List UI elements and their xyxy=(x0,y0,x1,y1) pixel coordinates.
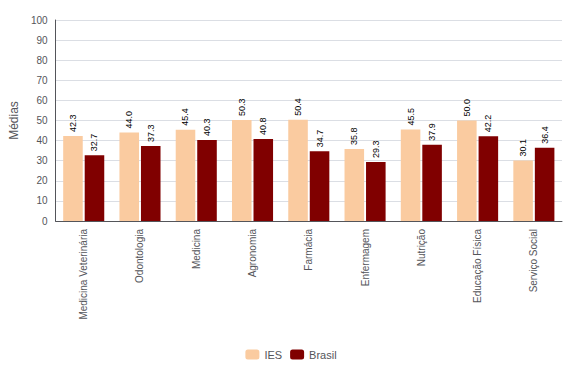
svg-text:30: 30 xyxy=(36,155,48,166)
svg-text:Nutrição: Nutrição xyxy=(416,229,427,267)
svg-text:Serviço Social: Serviço Social xyxy=(528,229,539,292)
svg-text:50.3: 50.3 xyxy=(237,98,247,116)
svg-text:Medicina: Medicina xyxy=(191,229,202,269)
svg-text:45.5: 45.5 xyxy=(406,108,416,126)
svg-text:100: 100 xyxy=(31,15,48,26)
svg-text:37.9: 37.9 xyxy=(427,123,437,141)
svg-text:Educação Física: Educação Física xyxy=(472,229,483,303)
svg-text:Medicina Veterinária: Medicina Veterinária xyxy=(78,229,89,320)
svg-text:30.1: 30.1 xyxy=(518,139,528,157)
svg-text:IES: IES xyxy=(264,349,282,361)
svg-text:80: 80 xyxy=(36,55,48,66)
svg-text:50.4: 50.4 xyxy=(293,98,303,116)
svg-text:42.2: 42.2 xyxy=(483,115,493,133)
svg-text:70: 70 xyxy=(36,75,48,86)
svg-text:40.8: 40.8 xyxy=(258,117,268,135)
svg-text:45.4: 45.4 xyxy=(180,108,190,126)
svg-text:50: 50 xyxy=(36,115,48,126)
svg-text:Odontologia: Odontologia xyxy=(134,229,145,283)
svg-text:34.7: 34.7 xyxy=(315,130,325,148)
svg-text:60: 60 xyxy=(36,95,48,106)
svg-text:35.8: 35.8 xyxy=(349,128,359,146)
svg-text:90: 90 xyxy=(36,35,48,46)
svg-text:29.3: 29.3 xyxy=(371,141,381,159)
svg-text:44.0: 44.0 xyxy=(124,111,134,129)
svg-text:Farmácia: Farmácia xyxy=(303,229,314,271)
svg-text:Médias: Médias xyxy=(7,101,21,140)
svg-text:37.3: 37.3 xyxy=(146,124,156,142)
svg-text:10: 10 xyxy=(36,195,48,206)
svg-text:40: 40 xyxy=(36,135,48,146)
svg-text:Brasil: Brasil xyxy=(309,349,337,361)
svg-text:40.3: 40.3 xyxy=(202,118,212,136)
svg-text:Enfermagem: Enfermagem xyxy=(360,229,371,286)
svg-text:20: 20 xyxy=(36,175,48,186)
svg-text:42.3: 42.3 xyxy=(68,114,78,132)
svg-text:0: 0 xyxy=(42,216,48,227)
svg-text:Agronomia: Agronomia xyxy=(247,229,258,278)
svg-text:36.4: 36.4 xyxy=(540,126,550,144)
svg-text:50.0: 50.0 xyxy=(462,99,472,117)
svg-text:32.7: 32.7 xyxy=(89,134,99,152)
